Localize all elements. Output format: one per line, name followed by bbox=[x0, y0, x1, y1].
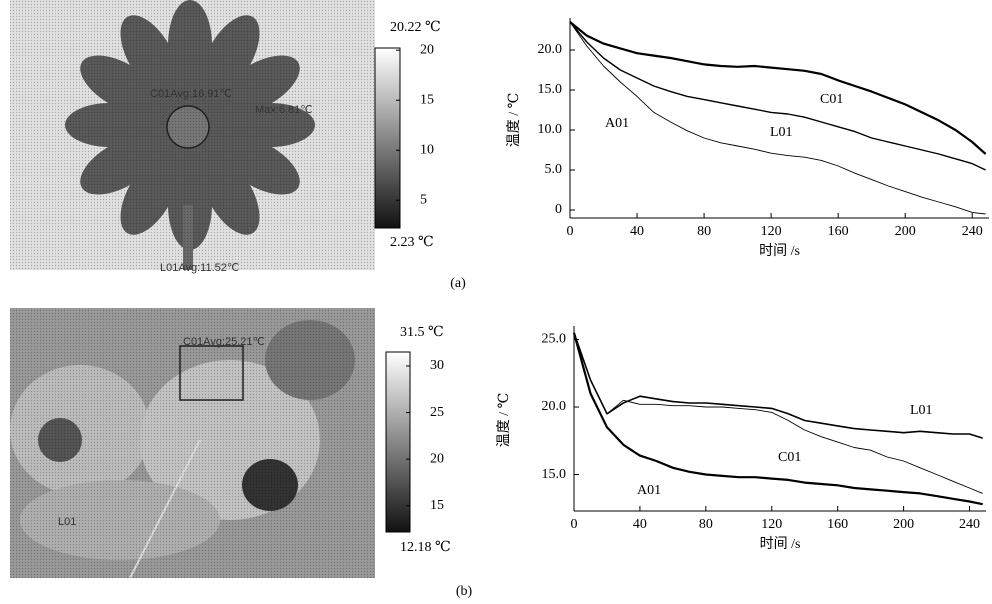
x-tick-label: 240 bbox=[959, 517, 980, 532]
line bbox=[569, 21, 987, 155]
x-tick-label: 160 bbox=[828, 224, 849, 239]
y-axis-label: 温度 / ℃ bbox=[496, 393, 512, 448]
x-tick-label: 120 bbox=[761, 517, 782, 532]
x-tick-label: 200 bbox=[895, 224, 916, 239]
series-label: C01 bbox=[820, 92, 843, 107]
y-tick-label: 25.0 bbox=[542, 332, 567, 347]
x-axis-label: 时间 /s bbox=[760, 536, 801, 552]
line bbox=[572, 332, 983, 506]
colorbar-min-label: 12.18 ℃ bbox=[400, 540, 451, 555]
overlay-label: Max:6.81℃ bbox=[255, 104, 313, 116]
x-tick-label: 200 bbox=[893, 517, 914, 532]
y-tick-label: 15.0 bbox=[542, 467, 567, 482]
x-tick-label: 40 bbox=[633, 517, 647, 532]
series-label: C01 bbox=[778, 450, 801, 465]
colorbar-max-label: 20.22 ℃ bbox=[390, 20, 441, 35]
x-tick-label: 80 bbox=[699, 517, 713, 532]
y-tick-label: 20.0 bbox=[542, 399, 567, 414]
x-tick-label: 80 bbox=[697, 224, 711, 239]
colorbar-tick-label: 15 bbox=[420, 92, 434, 107]
colorbar-tick-label: 20 bbox=[420, 42, 434, 57]
y-tick-label: 0 bbox=[555, 202, 562, 217]
colorbar-tick-label: 30 bbox=[430, 358, 444, 373]
y-tick-label: 10.0 bbox=[538, 122, 563, 137]
thermal-image bbox=[10, 308, 375, 579]
overlay-label: L01 bbox=[58, 516, 76, 528]
series-label: A01 bbox=[637, 483, 661, 498]
thermal-image bbox=[10, 0, 375, 270]
series-label: L01 bbox=[770, 125, 793, 140]
x-tick-label: 0 bbox=[571, 517, 578, 532]
x-tick-label: 40 bbox=[630, 224, 644, 239]
overlay-label: C01Avg:16.91℃ bbox=[150, 88, 232, 100]
line bbox=[569, 21, 986, 171]
overlay-label: C01Avg:25.21℃ bbox=[183, 336, 265, 348]
x-tick-label: 0 bbox=[567, 224, 574, 239]
caption: (a) bbox=[450, 276, 466, 291]
line bbox=[573, 332, 983, 439]
caption: (b) bbox=[456, 584, 473, 599]
y-tick-label: 20.0 bbox=[538, 42, 563, 57]
colorbar-max-label: 31.5 ℃ bbox=[400, 325, 444, 340]
y-tick-label: 15.0 bbox=[538, 82, 563, 97]
line bbox=[573, 332, 983, 494]
y-axis-label: 温度 / ℃ bbox=[506, 93, 522, 148]
colorbar-tick-label: 15 bbox=[430, 498, 444, 513]
colorbar-tick-label: 5 bbox=[420, 193, 427, 208]
x-tick-label: 160 bbox=[827, 517, 848, 532]
x-tick-label: 240 bbox=[962, 224, 983, 239]
series-label: A01 bbox=[605, 116, 629, 131]
colorbar bbox=[374, 47, 401, 229]
x-tick-label: 120 bbox=[761, 224, 782, 239]
series-label: L01 bbox=[910, 403, 933, 418]
colorbar-min-label: 2.23 ℃ bbox=[390, 235, 434, 250]
colorbar-tick-label: 10 bbox=[420, 142, 434, 157]
line bbox=[569, 21, 986, 215]
colorbar-tick-label: 20 bbox=[430, 451, 444, 466]
overlay-label: L01Avg:11.52℃ bbox=[160, 262, 239, 274]
colorbar-tick-label: 25 bbox=[430, 405, 444, 420]
y-tick-label: 5.0 bbox=[545, 162, 563, 177]
x-axis-label: 时间 /s bbox=[759, 243, 800, 259]
colorbar bbox=[385, 351, 411, 533]
